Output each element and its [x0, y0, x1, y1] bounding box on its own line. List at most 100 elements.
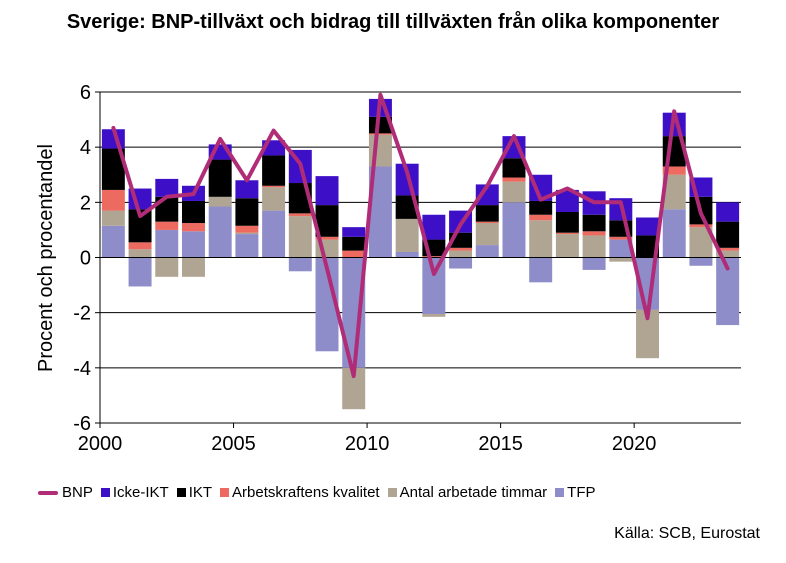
- legend-label-bnp: BNP: [62, 484, 93, 501]
- legend-item-bnp: BNP: [38, 484, 93, 501]
- bar-tfp-2004: [209, 206, 232, 257]
- chart-canvas: 6 4 2 0 -2 -4 -6 2000 2005 2010 2015 2020 Procent …: [0, 0, 786, 563]
- bar-tfp-2002: [155, 230, 178, 258]
- legend-item-icke-ikt: Icke-IKT: [101, 484, 169, 501]
- bar-arbetskraftens-kvalitet-2007: [289, 213, 312, 216]
- bar-arbetskraftens-kvalitet-2001: [129, 242, 152, 249]
- y-tick-labels: 6 4 2 0 -2 -4 -6: [73, 82, 91, 435]
- bar-antal-arbetade-timmar-2007: [289, 216, 312, 257]
- series-line-bnp: [113, 95, 727, 376]
- y-tick-label: -2: [73, 303, 91, 325]
- bar-antal-arbetade-timmar-2019: [609, 258, 632, 262]
- bar-arbetskraftens-kvalitet-2013: [449, 248, 472, 251]
- bar-antal-arbetade-timmar-2017: [556, 234, 579, 257]
- bar-tfp-2006: [262, 211, 285, 258]
- bar-arbetskraftens-kvalitet-2002: [155, 222, 178, 230]
- legend-label-kvalitet: Arbetskraftens kvalitet: [232, 484, 380, 501]
- legend-item-tfp: TFP: [555, 484, 595, 501]
- bar-tfp-2001: [129, 258, 152, 287]
- legend-label-ikt: IKT: [189, 484, 212, 501]
- bar-antal-arbetade-timmar-2004: [209, 197, 232, 207]
- bar-arbetskraftens-kvalitet-2006: [262, 186, 285, 187]
- legend-label-timmar: Antal arbetade timmar: [400, 484, 548, 501]
- bar-arbetskraftens-kvalitet-2009: [342, 251, 365, 258]
- y-tick-label: 6: [80, 82, 91, 104]
- bar-ikt-2004: [209, 160, 232, 197]
- legend-label-tfp: TFP: [567, 484, 595, 501]
- bar-arbetskraftens-kvalitet-2016: [529, 215, 552, 221]
- legend-swatch-tfp: [555, 488, 564, 497]
- legend-label-icke-ikt: Icke-IKT: [113, 484, 169, 501]
- bar-antal-arbetade-timmar-2000: [102, 211, 125, 226]
- legend-swatch-timmar: [388, 488, 397, 497]
- legend-item-timmar: Antal arbetade timmar: [388, 484, 548, 501]
- bar-tfp-2014: [476, 245, 499, 257]
- x-tick-label: 2020: [612, 433, 657, 455]
- bar-ikt-2015: [502, 158, 525, 177]
- bar-antal-arbetade-timmar-2001: [129, 249, 152, 257]
- bar-tfp-2005: [235, 234, 258, 257]
- legend: BNP Icke-IKT IKT Arbetskraftens kvalitet…: [38, 484, 778, 501]
- bar-arbetskraftens-kvalitet-2003: [182, 223, 205, 231]
- bar-arbetskraftens-kvalitet-2018: [583, 231, 606, 235]
- bar-icke-ikt-2008: [316, 176, 339, 205]
- y-axis-label: Procent och procentandel: [35, 144, 57, 372]
- y-tick-label: -4: [73, 358, 91, 380]
- bar-antal-arbetade-timmar-2016: [529, 220, 552, 257]
- bar-tfp-2011: [396, 252, 419, 258]
- bar-arbetskraftens-kvalitet-2017: [556, 233, 579, 234]
- bar-ikt-2014: [476, 205, 499, 222]
- legend-item-ikt: IKT: [177, 484, 212, 501]
- bar-ikt-2018: [583, 215, 606, 232]
- bar-ikt-2003: [182, 201, 205, 223]
- source-note: Källa: SCB, Eurostat: [614, 525, 760, 543]
- bar-icke-ikt-2023: [716, 202, 739, 221]
- bar-tfp-2016: [529, 258, 552, 283]
- bar-ikt-2006: [262, 155, 285, 185]
- bar-antal-arbetade-timmar-2003: [182, 258, 205, 277]
- bar-ikt-2017: [556, 212, 579, 233]
- bar-tfp-2007: [289, 258, 312, 272]
- bar-tfp-2013: [449, 258, 472, 269]
- bar-arbetskraftens-kvalitet-2000: [102, 190, 125, 211]
- legend-swatch-bnp: [38, 491, 58, 495]
- bar-antal-arbetade-timmar-2018: [583, 235, 606, 257]
- stacked-bars: [102, 99, 739, 409]
- y-tick-label: -6: [73, 413, 91, 435]
- bar-antal-arbetade-timmar-2011: [396, 219, 419, 252]
- bar-antal-arbetade-timmar-2015: [502, 182, 525, 203]
- bnp-line: [113, 95, 727, 376]
- bar-antal-arbetade-timmar-2006: [262, 187, 285, 210]
- bar-tfp-2018: [583, 258, 606, 270]
- bar-arbetskraftens-kvalitet-2015: [502, 178, 525, 182]
- bar-arbetskraftens-kvalitet-2010: [369, 133, 392, 134]
- bar-icke-ikt-2009: [342, 227, 365, 237]
- bar-antal-arbetade-timmar-2005: [235, 233, 258, 234]
- bar-ikt-2016: [529, 201, 552, 215]
- y-tick-label: 2: [80, 192, 91, 214]
- bar-ikt-2005: [235, 198, 258, 226]
- x-tick-label: 2005: [211, 433, 256, 455]
- x-tick-labels: 2000 2005 2010 2015 2020: [78, 433, 657, 455]
- bar-tfp-2000: [102, 226, 125, 258]
- bar-tfp-2021: [663, 209, 686, 257]
- x-tick-label: 2000: [78, 433, 123, 455]
- bar-icke-ikt-2005: [235, 180, 258, 198]
- bar-ikt-2009: [342, 237, 365, 251]
- bar-antal-arbetade-timmar-2012: [422, 314, 445, 317]
- y-tick-label: 0: [80, 248, 91, 270]
- x-tick-label: 2010: [345, 433, 390, 455]
- legend-swatch-ikt: [177, 488, 186, 497]
- chart-title: Sverige: BNP-tillväxt och bidrag till ti…: [0, 8, 786, 36]
- x-tick-label: 2015: [478, 433, 523, 455]
- legend-swatch-icke-ikt: [101, 488, 110, 497]
- bar-antal-arbetade-timmar-2014: [476, 223, 499, 245]
- bar-icke-ikt-2020: [636, 218, 659, 236]
- bar-tfp-2022: [689, 258, 712, 266]
- bar-antal-arbetade-timmar-2002: [155, 258, 178, 277]
- bar-arbetskraftens-kvalitet-2005: [235, 226, 258, 233]
- legend-item-kvalitet: Arbetskraftens kvalitet: [220, 484, 380, 501]
- y-tick-label: 4: [80, 137, 91, 159]
- bar-tfp-2015: [502, 202, 525, 257]
- legend-swatch-kvalitet: [220, 488, 229, 497]
